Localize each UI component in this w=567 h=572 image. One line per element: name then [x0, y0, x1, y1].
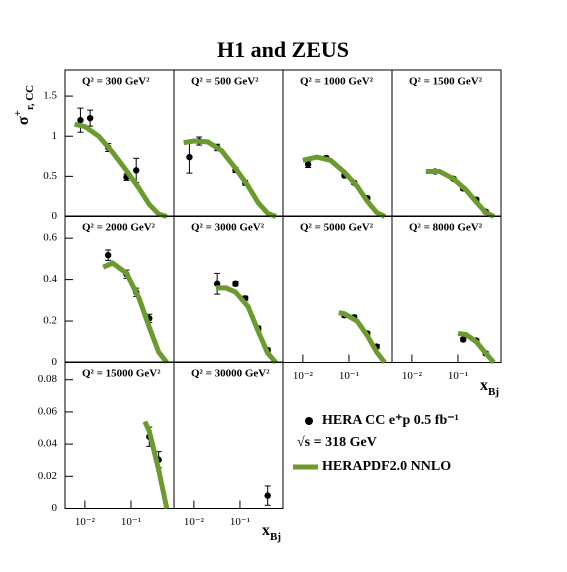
data-point	[304, 161, 312, 168]
x-tick-label: 10⁻²	[293, 370, 314, 382]
annotation: √s = 318 GeV	[297, 435, 377, 450]
y-tick-label: 1	[52, 130, 58, 142]
model-curve	[302, 154, 386, 219]
y-label-sub: r, CC	[24, 85, 36, 110]
x-axis-label: xBj	[262, 522, 281, 543]
model-curve	[425, 169, 495, 219]
panel-frame	[282, 69, 393, 217]
data-point	[104, 251, 112, 259]
data-point	[133, 167, 140, 174]
panel-label: Q² = 15000 GeV²	[82, 368, 161, 380]
y-tick-label: 0.6	[43, 232, 57, 244]
panel-frame	[64, 361, 175, 509]
legend-marker	[305, 417, 313, 425]
x-tick-label: 10⁻²	[75, 516, 96, 528]
model-curve	[183, 138, 277, 219]
x-tick-label: 10⁻²	[184, 516, 205, 528]
x-tick-label: 10⁻¹	[230, 516, 250, 528]
y-tick-label: 0.06	[38, 405, 58, 417]
legend-label: HERA CC e⁺p 0.5 fb⁻¹	[322, 413, 459, 428]
panel-label: Q² = 30000 GeV²	[191, 368, 270, 380]
x-label-main: x	[480, 377, 488, 394]
panel-frame	[391, 69, 502, 217]
data-point	[86, 114, 94, 122]
panel-label: Q² = 8000 GeV²	[409, 222, 483, 234]
data-point	[460, 336, 467, 343]
x-label-sub: Bj	[270, 531, 281, 543]
x-label-main: x	[262, 522, 270, 539]
y-tick-label: 0.4	[43, 273, 57, 285]
panel-frame	[282, 215, 393, 363]
y-tick-label: 0	[52, 502, 58, 514]
model-curve	[457, 331, 496, 365]
y-axis-label: σ+r, CC	[12, 85, 36, 125]
y-tick-label: 0.04	[38, 438, 58, 450]
panel-label: Q² = 300 GeV²	[82, 76, 150, 88]
legend-label: HERAPDF2.0 NNLO	[322, 459, 451, 474]
panel-frame	[173, 361, 284, 509]
data-point	[213, 280, 221, 287]
data-point	[186, 153, 193, 161]
y-tick-label: 1.5	[43, 90, 57, 102]
panel-label: Q² = 1500 GeV²	[409, 76, 483, 88]
y-tick-label: 0.08	[38, 373, 58, 385]
x-tick-label: 10⁻¹	[339, 370, 359, 382]
panel-frame	[64, 69, 175, 217]
data-point	[264, 492, 271, 499]
data-point	[232, 280, 239, 287]
panel-label: Q² = 1000 GeV²	[300, 76, 374, 88]
y-label-sup: +	[12, 110, 24, 116]
y-tick-label: 0.2	[43, 315, 57, 327]
x-tick-label: 10⁻¹	[121, 516, 141, 528]
panel-label: Q² = 2000 GeV²	[82, 222, 156, 234]
panel-label: Q² = 3000 GeV²	[191, 222, 265, 234]
y-tick-label: 0	[52, 356, 58, 368]
panel-frame	[391, 215, 502, 363]
chart-title: H1 and ZEUS	[217, 37, 349, 62]
data-point	[77, 116, 84, 124]
x-tick-label: 10⁻¹	[448, 370, 468, 382]
model-curve	[215, 285, 278, 365]
x-tick-label: 10⁻²	[402, 370, 423, 382]
model-curve	[102, 260, 169, 365]
x-axis-label: xBj	[480, 377, 499, 398]
y-label-main: σ	[15, 116, 32, 125]
model-curve	[74, 121, 168, 219]
model-curve	[142, 420, 170, 510]
y-tick-label: 0.5	[43, 170, 57, 182]
model-curve	[338, 310, 387, 365]
panel-frame	[64, 215, 175, 363]
panel-label: Q² = 500 GeV²	[191, 76, 259, 88]
y-tick-label: 0	[52, 210, 58, 222]
x-label-sub: Bj	[488, 386, 499, 398]
y-tick-label: 0.02	[38, 470, 57, 482]
panel-label: Q² = 5000 GeV²	[300, 222, 374, 234]
